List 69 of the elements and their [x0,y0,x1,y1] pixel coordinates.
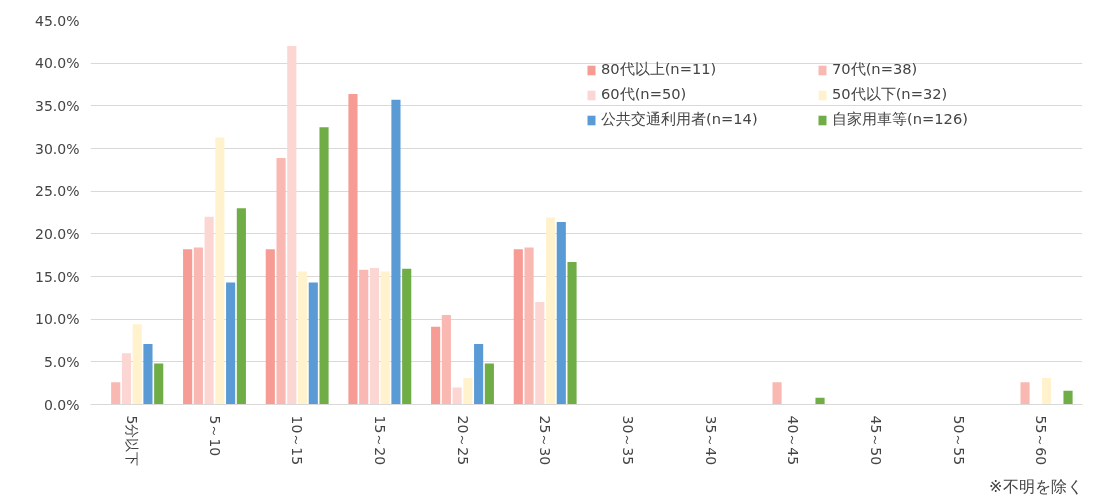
y-tick-label: 35.0% [35,97,80,114]
y-tick-label: 25.0% [35,183,80,200]
bar [276,157,286,405]
bar [183,249,193,405]
bar [441,314,451,405]
x-tick-label: 35～40 [702,415,719,466]
x-tick-label: 50～55 [950,415,967,466]
x-tick-label: 55～60 [1033,415,1050,466]
bar [348,93,358,405]
bar [545,217,556,405]
bar [319,127,329,405]
legend-label: 80代以上(n=11) [601,60,718,79]
bar [226,282,236,405]
bar [513,249,523,405]
bar [1041,378,1052,405]
legend-label: 自家用車等(n=126) [832,110,969,129]
x-tick-label: 45～50 [867,415,884,466]
bar [265,249,275,405]
bar [154,363,164,405]
x-tick-label: 5～10 [206,415,223,457]
bar [132,324,142,405]
y-tick-label: 30.0% [35,140,80,157]
bar [204,216,214,405]
legend-label: 50代以下(n=32) [832,85,949,104]
y-tick-label: 5.0% [43,353,80,370]
bar [524,247,534,405]
y-tick-label: 0.0% [43,396,80,413]
x-tick-label: 15～20 [371,415,388,466]
bar [143,343,153,405]
bar [815,397,825,405]
bar [359,269,369,405]
bar [111,382,121,405]
y-tick-label: 10.0% [35,311,80,328]
x-tick-label: 40～45 [785,415,802,466]
bar [402,268,412,405]
legend-label: 60代(n=50) [601,85,688,104]
bar [484,363,494,405]
x-tick-label: 5分以下 [123,415,140,467]
legend-label: 公共交通利用者(n=14) [601,110,759,129]
bar [369,267,380,405]
x-tick-label: 20～25 [454,415,471,466]
bar [215,137,225,405]
bar [431,326,441,405]
bar [474,343,484,405]
bar [297,271,308,405]
y-tick-label: 20.0% [35,225,80,242]
bar [452,387,462,405]
x-tick-label: 10～15 [289,415,306,466]
bar [121,353,132,405]
y-tick-label: 45.0% [35,12,80,29]
bar [535,302,545,405]
text: ※不明を除く [989,476,1083,496]
bar [193,247,203,405]
legend-label: 70代(n=38) [832,60,919,79]
x-tick-label: 30～35 [619,415,636,466]
bar [236,208,246,405]
bar [1020,382,1030,405]
bar [567,261,577,405]
y-tick-label: 40.0% [35,55,80,72]
bar [380,271,390,405]
bar [556,221,566,405]
bar [772,382,782,405]
bar [463,378,473,405]
bar [391,99,401,405]
bar [287,46,297,405]
bar [308,282,318,405]
y-tick-label: 15.0% [35,268,80,285]
x-tick-label: 25～30 [537,415,554,466]
bar [1063,390,1073,405]
